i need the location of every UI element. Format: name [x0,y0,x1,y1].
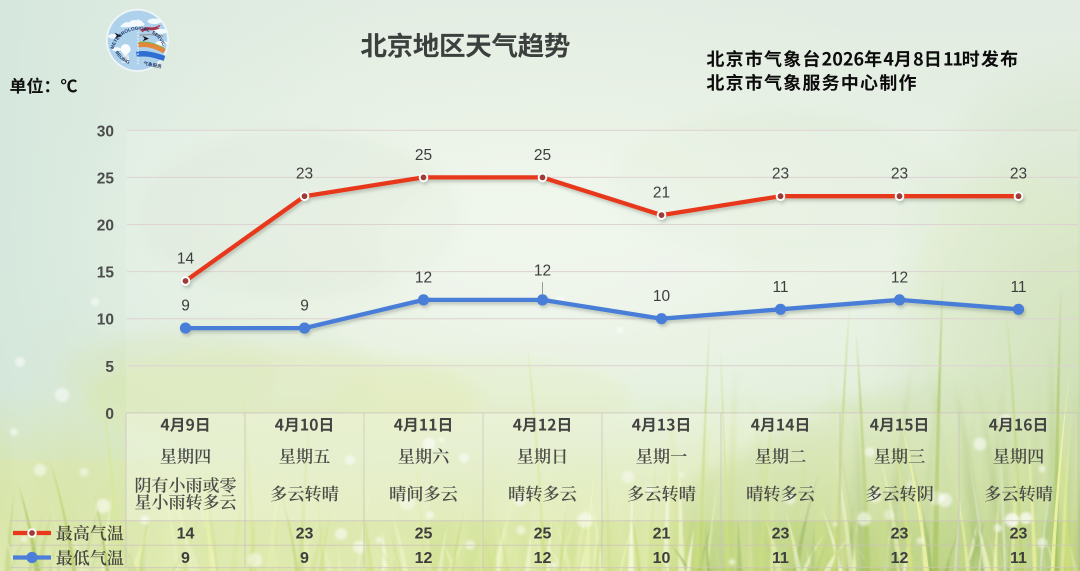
svg-text:12: 12 [415,269,432,286]
svg-text:25: 25 [415,147,432,164]
svg-text:12: 12 [891,269,908,286]
svg-text:25: 25 [97,170,115,187]
svg-text:10: 10 [653,550,671,567]
svg-text:23: 23 [1010,526,1028,543]
svg-text:14: 14 [177,526,195,543]
svg-text:21: 21 [653,526,671,543]
svg-text:23: 23 [296,526,314,543]
svg-text:9: 9 [300,550,309,567]
svg-text:12: 12 [415,550,433,567]
svg-text:14: 14 [177,251,195,268]
svg-text:23: 23 [891,166,908,183]
svg-text:11: 11 [1010,550,1027,567]
svg-text:23: 23 [891,526,909,543]
svg-text:21: 21 [653,185,670,202]
svg-text:23: 23 [1010,166,1027,183]
svg-text:25: 25 [534,147,551,164]
svg-text:12: 12 [891,550,909,567]
svg-text:9: 9 [181,298,190,315]
svg-text:25: 25 [415,526,433,543]
svg-text:0: 0 [105,406,114,423]
svg-text:23: 23 [772,526,790,543]
svg-text:30: 30 [97,123,114,140]
svg-text:5: 5 [105,359,114,376]
svg-text:11: 11 [772,279,788,296]
svg-text:9: 9 [181,550,190,567]
svg-text:25: 25 [534,526,552,543]
svg-text:10: 10 [97,312,114,329]
svg-text:23: 23 [772,166,789,183]
svg-text:12: 12 [534,263,551,280]
svg-text:10: 10 [653,288,671,305]
svg-text:11: 11 [1010,279,1026,296]
svg-text:20: 20 [97,218,114,235]
svg-text:9: 9 [300,298,309,315]
svg-text:11: 11 [772,550,789,567]
svg-text:12: 12 [534,550,552,567]
svg-text:15: 15 [97,265,115,282]
svg-text:23: 23 [296,166,313,183]
